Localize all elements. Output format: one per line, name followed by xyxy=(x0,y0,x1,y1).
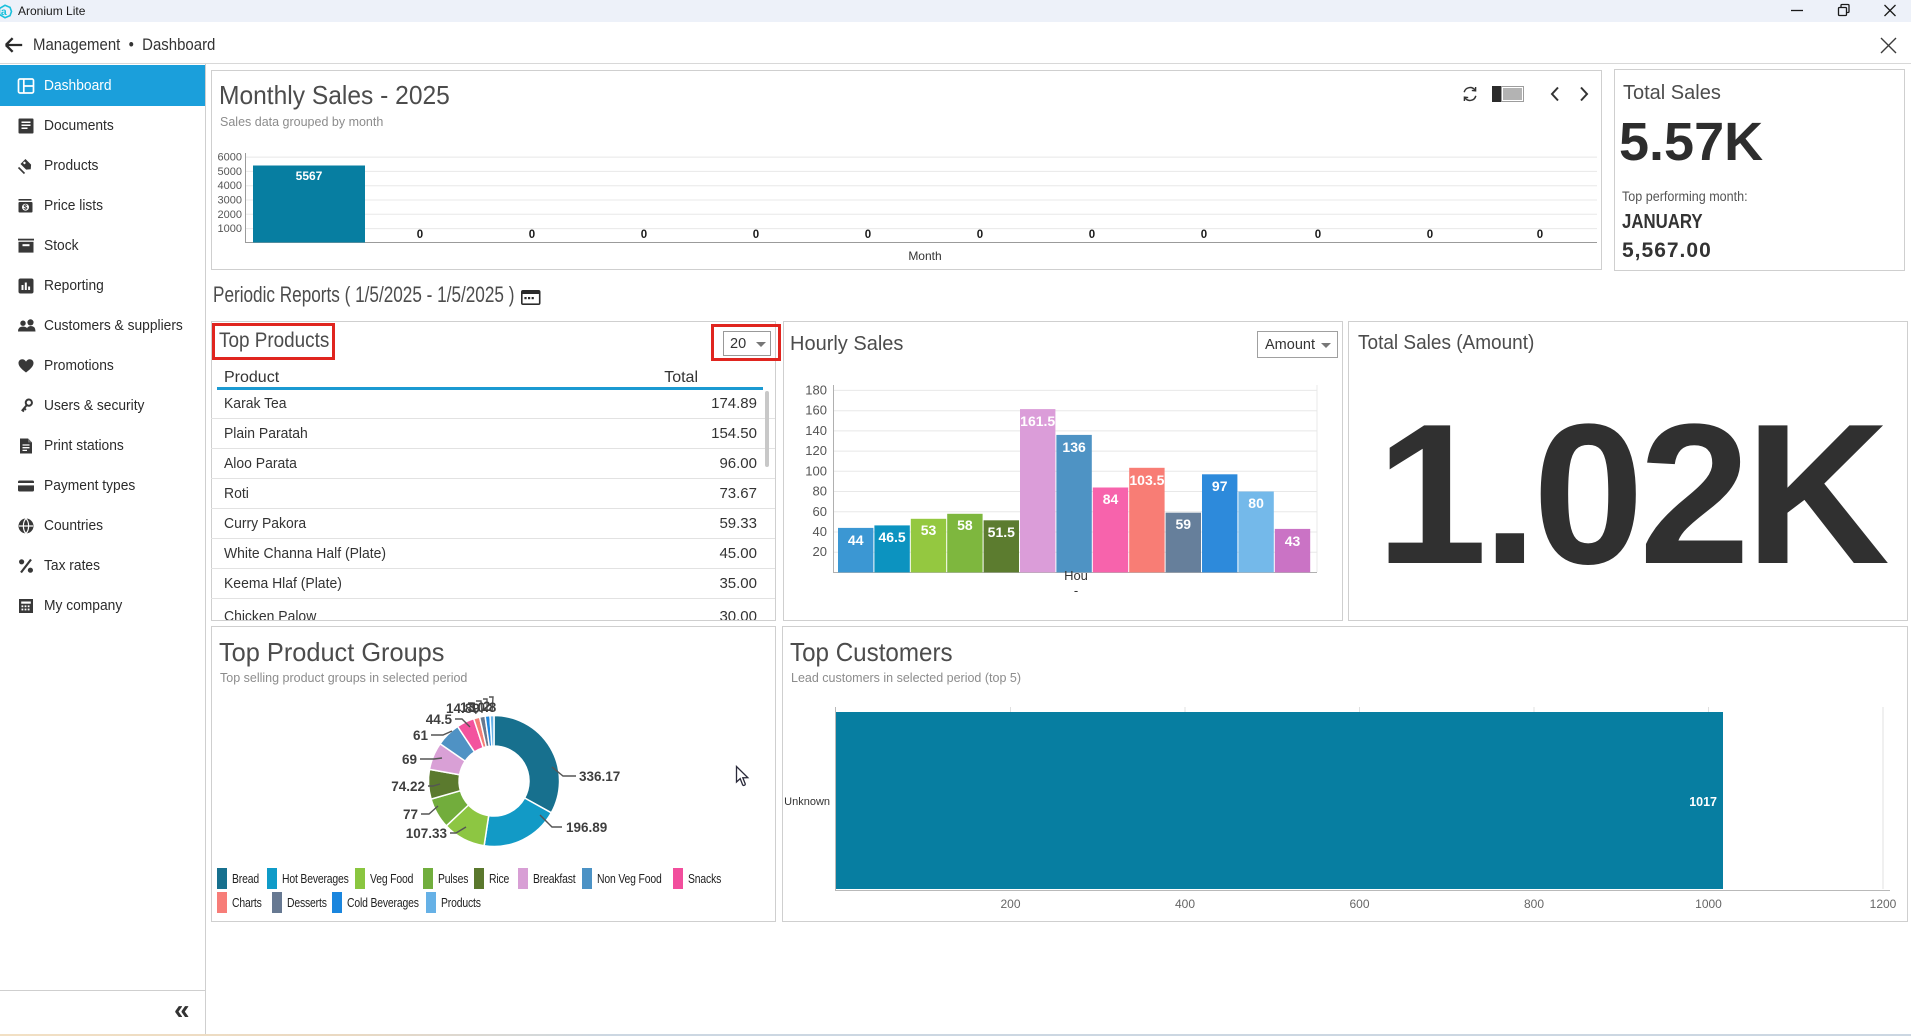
svg-text:1200: 1200 xyxy=(1870,897,1897,911)
svg-text:40: 40 xyxy=(813,524,827,539)
svg-text:46.5: 46.5 xyxy=(878,529,905,545)
svg-text:a: a xyxy=(1,6,7,18)
svg-text:400: 400 xyxy=(1175,897,1195,911)
svg-text:44.5: 44.5 xyxy=(426,712,453,727)
svg-text:2: 2 xyxy=(483,699,491,714)
svg-text:0: 0 xyxy=(1315,229,1321,241)
svg-text:100: 100 xyxy=(805,463,827,478)
svg-text:0: 0 xyxy=(529,229,535,241)
svg-text:10.8: 10.8 xyxy=(470,700,497,715)
svg-text:4000: 4000 xyxy=(218,180,242,192)
svg-text:6000: 6000 xyxy=(218,152,242,164)
svg-text:14.89: 14.89 xyxy=(446,701,480,716)
svg-text:61: 61 xyxy=(413,728,429,743)
svg-text:0: 0 xyxy=(1537,229,1543,241)
svg-text:0: 0 xyxy=(865,229,871,241)
svg-text:600: 600 xyxy=(1349,897,1369,911)
svg-text:107.33: 107.33 xyxy=(406,826,448,841)
svg-text:77: 77 xyxy=(403,807,418,822)
svg-text:0: 0 xyxy=(977,229,983,241)
svg-text:180: 180 xyxy=(805,382,827,397)
svg-text:43: 43 xyxy=(1285,533,1301,549)
svg-text:59: 59 xyxy=(1176,516,1192,532)
svg-text:Hou: Hou xyxy=(1064,568,1088,583)
svg-text:80: 80 xyxy=(1248,495,1264,511)
svg-text:103.5: 103.5 xyxy=(1129,472,1164,488)
svg-text:74.22: 74.22 xyxy=(391,779,425,794)
svg-text:80: 80 xyxy=(813,484,827,499)
svg-text:44: 44 xyxy=(848,532,864,548)
svg-text:58: 58 xyxy=(957,517,973,533)
svg-text:-: - xyxy=(1074,583,1078,598)
svg-text:120: 120 xyxy=(805,443,827,458)
svg-text:53: 53 xyxy=(921,522,937,538)
svg-text:3000: 3000 xyxy=(218,195,242,207)
svg-text:200: 200 xyxy=(1000,897,1020,911)
svg-text:0: 0 xyxy=(641,229,647,241)
svg-text:51.5: 51.5 xyxy=(988,524,1015,540)
svg-text:Unknown: Unknown xyxy=(784,796,830,808)
svg-text:0: 0 xyxy=(1089,229,1095,241)
svg-text:20: 20 xyxy=(813,544,827,559)
svg-text:800: 800 xyxy=(1524,897,1544,911)
svg-text:0: 0 xyxy=(1201,229,1207,241)
svg-text:84: 84 xyxy=(1103,491,1119,507)
svg-text:0: 0 xyxy=(753,229,759,241)
svg-text:136: 136 xyxy=(1062,439,1086,455)
svg-text:0: 0 xyxy=(1427,229,1433,241)
svg-text:$: $ xyxy=(24,205,28,212)
svg-text:160: 160 xyxy=(805,403,827,418)
svg-text:196.89: 196.89 xyxy=(566,820,607,835)
svg-text:5000: 5000 xyxy=(218,166,242,178)
svg-text:0: 0 xyxy=(417,229,423,241)
svg-text:2000: 2000 xyxy=(218,209,242,221)
svg-text:336.17: 336.17 xyxy=(579,769,620,784)
svg-text:Month: Month xyxy=(908,249,941,263)
svg-text:140: 140 xyxy=(805,423,827,438)
svg-text:60: 60 xyxy=(813,504,827,519)
svg-text:1017: 1017 xyxy=(1689,795,1717,809)
svg-text:5567: 5567 xyxy=(296,169,323,183)
svg-text:161.5: 161.5 xyxy=(1020,413,1055,429)
svg-text:69: 69 xyxy=(402,752,417,767)
svg-text:1000: 1000 xyxy=(1695,897,1722,911)
svg-text:97: 97 xyxy=(1212,478,1228,494)
svg-text:13: 13 xyxy=(460,700,476,715)
svg-text:1000: 1000 xyxy=(218,223,242,235)
